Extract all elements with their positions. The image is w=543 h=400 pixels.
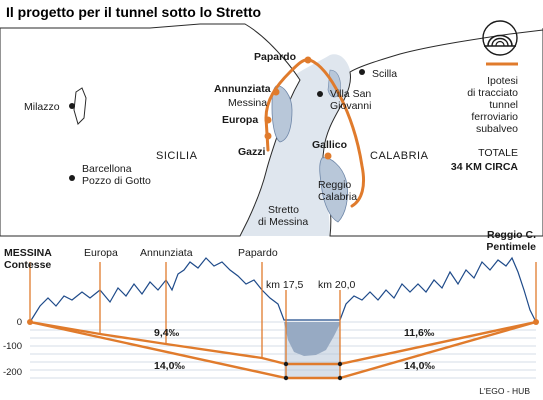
label-stretto-1: Stretto (268, 204, 299, 216)
gradient-right-upper: 11,6‰ (404, 327, 435, 339)
legend-total-label: TOTALE (478, 147, 518, 159)
label-papardo: Papardo (254, 51, 296, 63)
depth-grid (30, 321, 536, 379)
station-dot-europa (264, 116, 272, 124)
credit: L'EGO - HUB (479, 386, 530, 396)
depth-tick-200: -200 (3, 367, 22, 378)
legend: Ipotesi di tracciato tunnel ferroviario … (451, 20, 519, 173)
label-messina: Messina (228, 97, 267, 109)
legend-total-value: 34 KM CIRCA (451, 161, 519, 173)
label-gallico: Gallico (312, 139, 347, 151)
profile-label-km20: km 20,0 (318, 279, 356, 291)
tunnel-route (264, 58, 366, 208)
label-gazzi: Gazzi (238, 146, 266, 158)
label-stretto-2: di Messina (258, 216, 308, 228)
legend-line-4: ferroviario (471, 111, 518, 123)
messina-urban-area (271, 85, 293, 143)
profile-dot-km175-upper (283, 361, 289, 367)
strait-water-column (284, 322, 340, 378)
town-dot-scilla (359, 69, 365, 75)
label-villa-1: Villa San (330, 88, 371, 100)
town-dot-villa (317, 91, 323, 97)
legend-line-1: Ipotesi (487, 75, 518, 87)
legend-line-2: di tracciato (467, 87, 518, 99)
profile-dot-km20-upper (337, 361, 343, 367)
profile-label-reggio-2: Pentimele (486, 241, 536, 253)
tunnel-icon (482, 20, 518, 56)
gradient-left-upper: 9,4‰ (154, 327, 180, 339)
terrain-profile (29, 256, 537, 323)
profile-label-messina-2: Contesse (4, 259, 51, 271)
label-reggio-1: Reggio (318, 179, 351, 191)
milazzo-peninsula (73, 87, 87, 125)
depth-tick-100: -100 (3, 341, 22, 352)
tunnel-profile-lower (29, 320, 537, 380)
label-villa-2: Giovanni (330, 100, 371, 112)
label-reggio-2: Calabria (318, 191, 357, 203)
map: Papardo Scilla Annunziata Messina Villa … (0, 20, 543, 237)
legend-line-5: subalveo (476, 123, 518, 135)
label-calabria: CALABRIA (370, 150, 429, 162)
label-europa: Europa (222, 114, 258, 126)
label-barcellona-2: Pozzo di Gotto (82, 175, 151, 187)
profile-label-europa: Europa (84, 247, 118, 259)
town-dot-milazzo (69, 103, 75, 109)
label-milazzo: Milazzo (24, 101, 60, 113)
profile-dot-messina (27, 319, 33, 325)
station-dot-gallico (324, 152, 332, 160)
label-annunziata: Annunziata (214, 83, 271, 95)
label-scilla: Scilla (372, 68, 397, 80)
legend-line-3: tunnel (489, 99, 518, 111)
profile-dot-reggio (533, 319, 539, 325)
station-dot-gazzi (264, 132, 272, 140)
station-dot-papardo (304, 56, 312, 64)
label-sicilia: SICILIA (156, 150, 198, 162)
depth-tick-0: 0 (17, 317, 22, 328)
reggio-urban-area (319, 157, 348, 223)
profile-label-papardo: Papardo (238, 247, 278, 259)
gradient-right-lower: 14,0‰ (404, 360, 435, 372)
profile-label-reggio-1: Reggio C. (487, 229, 536, 241)
profile-dot-km20-lower (337, 375, 343, 381)
gradient-left-lower: 14,0‰ (154, 360, 185, 372)
profile-label-messina-1: MESSINA (4, 247, 52, 259)
page-title: Il progetto per il tunnel sotto lo Stret… (6, 4, 261, 20)
profile: 0 -100 -200 MESSINA Contesse Europa Annu… (3, 229, 539, 396)
profile-dot-km175-lower (283, 375, 289, 381)
profile-label-km175: km 17,5 (266, 279, 304, 291)
label-barcellona-1: Barcellona (82, 163, 132, 175)
profile-label-annunziata: Annunziata (140, 247, 193, 259)
station-dot-annunziata (272, 88, 280, 96)
town-dot-barcellona (69, 175, 75, 181)
